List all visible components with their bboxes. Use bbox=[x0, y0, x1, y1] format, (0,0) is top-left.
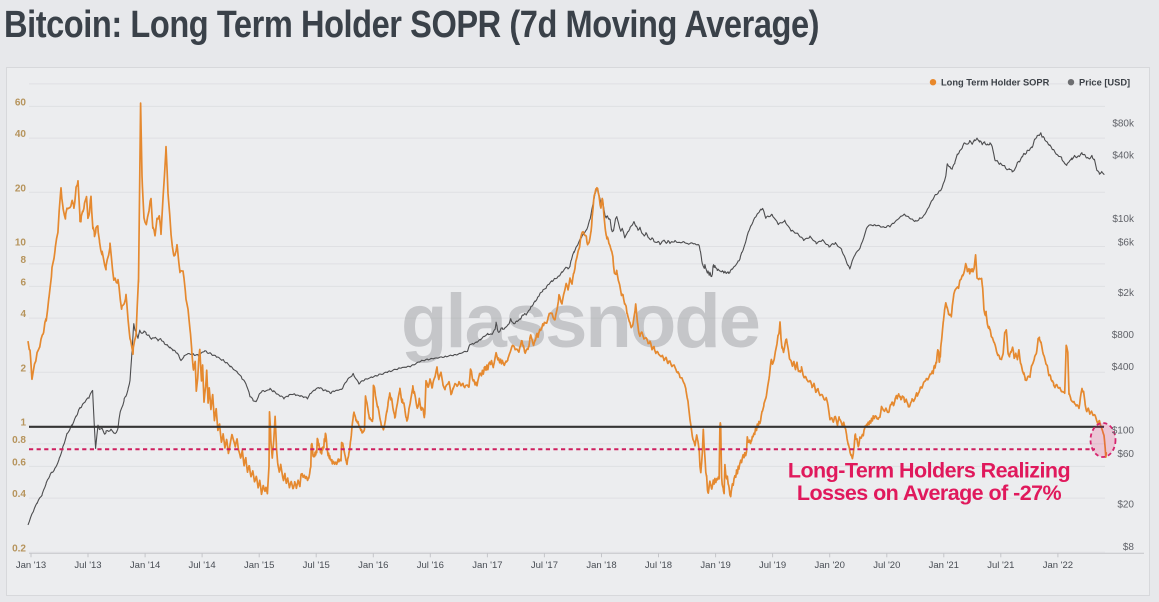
svg-text:$100: $100 bbox=[1112, 426, 1135, 437]
svg-text:Jan '19: Jan '19 bbox=[700, 560, 730, 571]
svg-text:Jul '15: Jul '15 bbox=[303, 560, 330, 571]
svg-text:1: 1 bbox=[20, 418, 26, 429]
svg-text:Long Term Holder SOPR: Long Term Holder SOPR bbox=[941, 77, 1050, 87]
svg-text:Jul '19: Jul '19 bbox=[759, 560, 786, 571]
svg-text:0.2: 0.2 bbox=[12, 543, 26, 554]
svg-text:$10k: $10k bbox=[1112, 214, 1135, 225]
svg-text:Jul '14: Jul '14 bbox=[189, 560, 216, 571]
svg-text:Long-Term Holders Realizing: Long-Term Holders Realizing bbox=[788, 458, 1070, 482]
svg-text:Jan '18: Jan '18 bbox=[586, 560, 616, 571]
svg-text:Jul '20: Jul '20 bbox=[873, 560, 900, 571]
svg-text:60: 60 bbox=[15, 97, 27, 108]
svg-text:0.6: 0.6 bbox=[12, 457, 26, 468]
svg-text:$8: $8 bbox=[1123, 542, 1135, 553]
svg-text:$40k: $40k bbox=[1112, 150, 1135, 161]
svg-text:20: 20 bbox=[15, 183, 27, 194]
svg-text:$80k: $80k bbox=[1112, 119, 1135, 130]
svg-text:$60: $60 bbox=[1117, 449, 1134, 460]
svg-text:2: 2 bbox=[20, 363, 26, 374]
svg-text:40: 40 bbox=[15, 129, 27, 140]
svg-text:10: 10 bbox=[15, 238, 27, 249]
svg-text:Jan '16: Jan '16 bbox=[358, 560, 388, 571]
svg-text:4: 4 bbox=[20, 309, 26, 320]
svg-text:Jan '20: Jan '20 bbox=[815, 560, 845, 571]
svg-text:Jan '21: Jan '21 bbox=[929, 560, 959, 571]
svg-text:0.4: 0.4 bbox=[12, 489, 26, 500]
svg-text:0.8: 0.8 bbox=[12, 435, 26, 446]
svg-text:$800: $800 bbox=[1112, 330, 1135, 341]
svg-text:Jul '21: Jul '21 bbox=[987, 560, 1014, 571]
svg-text:8: 8 bbox=[20, 255, 26, 266]
svg-text:Jul '16: Jul '16 bbox=[417, 560, 444, 571]
svg-text:Jul '13: Jul '13 bbox=[74, 560, 101, 571]
svg-text:Jan '13: Jan '13 bbox=[16, 560, 46, 571]
svg-text:Jan '22: Jan '22 bbox=[1043, 560, 1073, 571]
svg-text:Jan '15: Jan '15 bbox=[244, 560, 274, 571]
svg-text:$20: $20 bbox=[1117, 500, 1134, 511]
svg-text:Jan '14: Jan '14 bbox=[130, 560, 160, 571]
svg-text:Price [USD]: Price [USD] bbox=[1079, 77, 1130, 87]
svg-text:6: 6 bbox=[20, 277, 26, 288]
svg-text:$2k: $2k bbox=[1118, 288, 1135, 299]
svg-text:Losses on Average of -27%: Losses on Average of -27% bbox=[797, 481, 1062, 505]
svg-text:$400: $400 bbox=[1112, 362, 1135, 373]
svg-text:Jan '17: Jan '17 bbox=[472, 560, 502, 571]
svg-text:Jul '18: Jul '18 bbox=[645, 560, 672, 571]
svg-text:$6k: $6k bbox=[1118, 238, 1135, 249]
svg-text:glassnode: glassnode bbox=[401, 279, 759, 364]
svg-text:Jul '17: Jul '17 bbox=[531, 560, 558, 571]
